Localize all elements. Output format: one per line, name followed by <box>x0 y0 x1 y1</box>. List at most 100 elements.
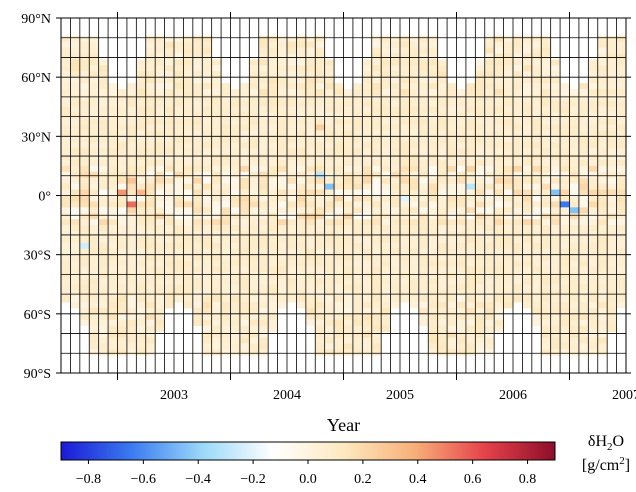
heatmap-cell <box>550 171 561 179</box>
heatmap-cell <box>550 94 561 102</box>
heatmap-cell <box>192 207 203 214</box>
heatmap-cell <box>550 266 561 273</box>
heatmap-cell <box>249 272 260 279</box>
heatmap-cell <box>79 225 90 232</box>
heatmap-cell <box>390 53 401 60</box>
heatmap-cell <box>550 284 561 291</box>
heatmap-cell <box>475 278 486 285</box>
heatmap-cell <box>145 53 156 60</box>
heatmap-cell <box>607 207 617 214</box>
heatmap-cell <box>597 296 608 303</box>
heatmap-cell <box>108 142 118 149</box>
heatmap-cell <box>136 77 147 84</box>
heatmap-cell <box>202 260 213 267</box>
heatmap-cell <box>324 100 335 108</box>
heatmap-cell <box>400 65 410 72</box>
heatmap-cell <box>409 302 420 309</box>
heatmap-cell <box>324 94 335 102</box>
heatmap-cell <box>249 219 260 226</box>
heatmap-cell <box>616 41 627 48</box>
heatmap-cell <box>494 53 504 60</box>
heatmap-cell <box>550 278 561 285</box>
heatmap-cell <box>362 171 373 179</box>
heatmap-cell <box>390 242 401 250</box>
heatmap-cell <box>108 331 118 338</box>
heatmap-cell <box>268 142 278 149</box>
heatmap-cell <box>616 189 627 196</box>
heatmap-cell <box>418 242 429 250</box>
heatmap-cell <box>418 142 429 149</box>
heatmap-cell <box>607 177 617 185</box>
heatmap-cell <box>183 254 194 261</box>
heatmap-cell <box>334 183 344 190</box>
heatmap-cell <box>381 219 391 226</box>
heatmap-cell <box>597 337 608 344</box>
heatmap-cell <box>456 189 467 196</box>
heatmap-cell <box>221 154 231 161</box>
heatmap-cell <box>588 183 599 190</box>
heatmap-cell <box>531 171 542 179</box>
heatmap-cell <box>324 71 335 78</box>
heatmap-cell <box>268 112 278 119</box>
heatmap-cell <box>117 94 128 102</box>
heatmap-cell <box>578 231 589 238</box>
heatmap-cell <box>230 319 241 327</box>
heatmap-cell <box>230 171 241 179</box>
heatmap-cell <box>296 284 307 291</box>
heatmap-cell <box>202 65 213 72</box>
heatmap-cell <box>513 242 523 250</box>
heatmap-cell <box>381 236 391 244</box>
heatmap-cell <box>484 248 495 256</box>
heatmap-cell <box>522 254 533 261</box>
heatmap-cell <box>437 260 448 267</box>
heatmap-cell <box>343 337 354 344</box>
heatmap-cell <box>597 59 608 66</box>
heatmap-cell <box>465 89 476 96</box>
heatmap-cell <box>164 136 175 143</box>
heatmap-cell <box>145 331 156 338</box>
heatmap-cell <box>597 325 608 332</box>
heatmap-cell <box>390 124 401 131</box>
heatmap-cell <box>79 290 90 297</box>
heatmap-cell <box>239 112 250 119</box>
heatmap-cell <box>494 94 504 102</box>
heatmap-cell <box>145 343 156 350</box>
heatmap-cell <box>597 272 608 279</box>
heatmap-cell <box>371 296 382 303</box>
heatmap-cell <box>211 296 222 303</box>
heatmap-cell <box>108 284 118 291</box>
heatmap-cell <box>569 171 580 179</box>
heatmap-cell <box>258 213 269 220</box>
heatmap-cell <box>155 254 165 261</box>
heatmap-cell <box>145 284 156 291</box>
heatmap-cell <box>239 124 250 131</box>
heatmap-cell <box>550 331 561 338</box>
heatmap-cell <box>202 47 213 54</box>
heatmap-cell <box>287 236 297 244</box>
heatmap-cell <box>315 231 326 238</box>
heatmap-cell <box>315 236 326 244</box>
heatmap-cell <box>616 136 627 143</box>
heatmap-cell <box>343 260 354 267</box>
heatmap-cell <box>334 142 344 149</box>
heatmap-cell <box>202 124 213 131</box>
heatmap-cell <box>569 201 580 208</box>
heatmap-cell <box>503 112 514 119</box>
heatmap-cell <box>352 254 363 261</box>
heatmap-cell <box>371 112 382 119</box>
heatmap-cell <box>324 254 335 261</box>
heatmap-cell <box>268 136 278 143</box>
heatmap-cell <box>334 313 344 321</box>
heatmap-cell <box>305 183 316 190</box>
heatmap-cell <box>192 124 203 131</box>
heatmap-cell <box>183 284 194 291</box>
heatmap-cell <box>371 201 382 208</box>
heatmap-cell <box>513 231 523 238</box>
heatmap-cell <box>371 302 382 309</box>
heatmap-cell <box>560 148 570 155</box>
heatmap-cell <box>277 248 288 256</box>
heatmap-cell <box>588 231 599 238</box>
heatmap-cell <box>352 337 363 344</box>
heatmap-cell <box>475 236 486 244</box>
heatmap-cell <box>145 260 156 267</box>
